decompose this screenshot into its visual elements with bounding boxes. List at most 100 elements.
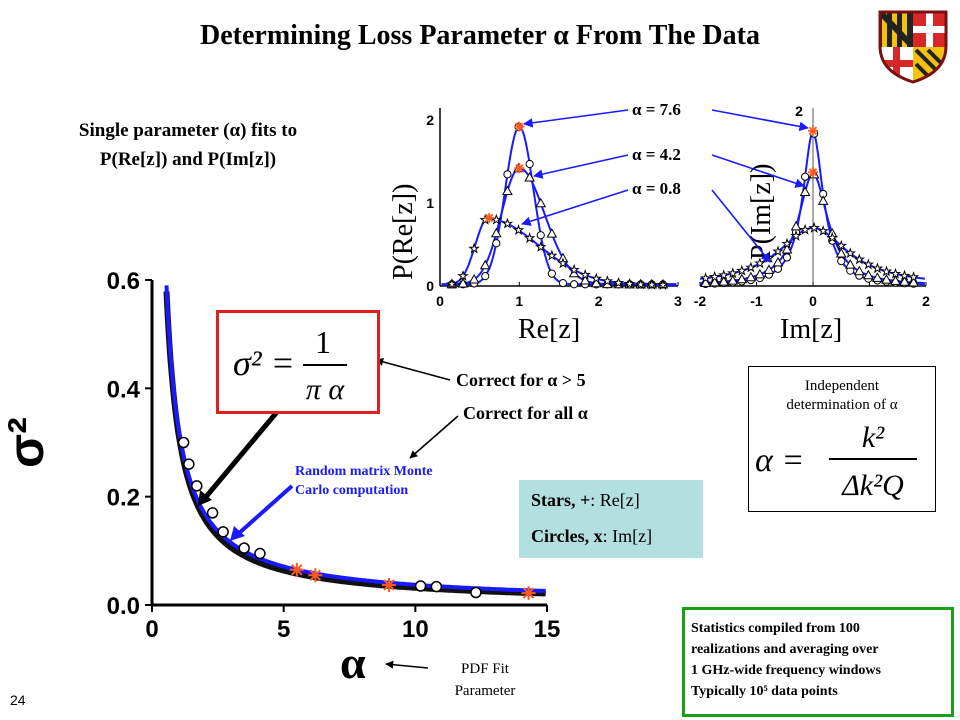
- pdf-triangle-marker: [718, 276, 730, 286]
- alpha-formula: α = k² Δk²Q: [755, 421, 917, 502]
- y-tick-label: 0.0: [107, 593, 140, 620]
- pdf-star-marker: [557, 257, 569, 269]
- pdf-star-marker: [708, 270, 721, 282]
- pdf-triangle-marker: [546, 228, 558, 238]
- stats-line-4: Typically 10⁵ data points: [691, 684, 838, 699]
- arrow-formula-to-curve: [203, 404, 284, 500]
- arrow-7-6-right: [711, 109, 809, 132]
- pdf-star-marker: [808, 221, 820, 233]
- page-title: Determining Loss Parameter α From The Da…: [200, 20, 760, 51]
- pdf-star-marker: [907, 271, 920, 283]
- formula-lhs: σ² =: [233, 343, 295, 383]
- pdf-triangle-marker: [468, 273, 480, 284]
- pdf-triangle-marker: [763, 264, 775, 274]
- subtitle: Single parameter (α) fits to P(Re[z]) an…: [18, 116, 358, 174]
- pdf-triangle-marker: [835, 247, 847, 258]
- pdf-star-marker: [745, 261, 757, 273]
- monte-carlo-curve: [164, 285, 546, 593]
- alpha-formula-numerator: k²: [862, 421, 885, 454]
- pdf-triangle-marker: [844, 259, 856, 269]
- pdf-star-marker: [457, 270, 469, 281]
- legend-circles-label: Circles, x: [531, 526, 603, 546]
- pdf-star-marker: [844, 247, 857, 259]
- pdf-triangle-marker: [736, 273, 748, 284]
- alpha-label-0-8: α = 0.8: [632, 179, 681, 198]
- pdf-triangle-marker: [781, 243, 793, 254]
- peak-marker: [808, 125, 818, 136]
- formula-numerator: 1: [315, 324, 331, 360]
- im-x-tick-label: 0: [809, 293, 817, 309]
- re-x-tick-label: 1: [515, 293, 523, 309]
- im-data-point: [177, 436, 190, 449]
- pdf-triangle-marker: [709, 276, 721, 287]
- legend-circles-value: : Im[z]: [602, 526, 653, 546]
- pdf-star-marker: [826, 231, 838, 243]
- pdf-circle-marker: [800, 172, 810, 181]
- y-tick-label: 0.6: [107, 268, 140, 295]
- re-x-tick-label: 2: [595, 293, 603, 309]
- legend-stars: Stars, +: Re[z]: [531, 490, 640, 511]
- pdf-star-marker: [799, 223, 811, 235]
- pdf-triangle-marker: [479, 259, 491, 270]
- pdf-circle-marker: [558, 278, 568, 288]
- arrow-7-6-left: [523, 109, 629, 128]
- x-tick-label: 10: [402, 616, 429, 643]
- re-x-label: Re[z]: [518, 314, 580, 345]
- pdf-star-marker: [727, 267, 739, 279]
- im-data-point: [183, 458, 195, 470]
- pdf-star-marker: [523, 232, 536, 244]
- arrow-4-2-left: [533, 154, 629, 179]
- pdf-triangle-marker: [535, 197, 547, 208]
- stats-line-1: Statistics compiled from 100: [691, 621, 860, 636]
- pdf-triangle-marker: [817, 195, 829, 205]
- pdf-triangle-marker: [490, 227, 502, 238]
- pdf-triangle-marker: [799, 186, 811, 196]
- pdf-triangle-marker: [502, 185, 513, 196]
- re-data-point: [289, 562, 304, 577]
- correct-all-label: Correct for all α: [463, 403, 588, 423]
- re-data-point: [382, 577, 396, 592]
- pdf-triangle-marker: [590, 277, 602, 288]
- arrow-pdf-fit: [385, 660, 429, 669]
- stats-line-3: 1 GHz-wide frequency windows: [691, 663, 881, 678]
- pdf-star-marker: [718, 269, 730, 281]
- arrow-monte-carlo: [236, 484, 294, 536]
- x-tick-label: 5: [277, 616, 290, 643]
- pdf-triangle-marker: [745, 271, 757, 282]
- pdf-star-marker: [898, 269, 911, 281]
- pdf-star-marker: [446, 278, 458, 290]
- peak-marker: [514, 121, 525, 132]
- pdf-star-marker: [889, 267, 902, 279]
- arrow-0-8-left: [521, 189, 629, 226]
- re-data-point: [521, 586, 536, 601]
- pdf-star-marker: [623, 277, 636, 289]
- re-x-tick-label: 3: [674, 293, 682, 309]
- independent-title-line-1: Independent: [804, 378, 880, 394]
- monte-carlo-line-1: Random matrix Monte: [295, 464, 433, 479]
- im-data-point: [217, 526, 229, 538]
- re-x-tick-label: 0: [436, 293, 444, 309]
- pdf-star-marker: [568, 263, 580, 275]
- legend-stars-label: Stars, +: [531, 490, 591, 510]
- pdf-star-marker: [880, 265, 893, 277]
- pdf-star-marker: [817, 225, 829, 236]
- alpha-label-7-6: α = 7.6: [632, 100, 681, 119]
- pdf-circle-marker: [547, 269, 556, 278]
- sigma-formula: σ² = 1 π α: [233, 324, 347, 406]
- pdf-star-marker: [699, 272, 712, 284]
- subtitle-line-1: Single parameter (α) fits to: [78, 120, 298, 141]
- monte-carlo-label: Random matrix Monte Carlo computation: [295, 462, 433, 500]
- pdf-star-marker: [546, 249, 558, 261]
- pdf-star-marker: [790, 229, 802, 241]
- legend-circles: Circles, x: Im[z]: [531, 526, 652, 547]
- pdf-star-marker: [736, 264, 748, 276]
- im-x-label: Im[z]: [780, 314, 842, 345]
- pdf-circle-marker: [492, 239, 501, 248]
- pdf-star-marker: [612, 276, 625, 288]
- shield-icon: [878, 10, 948, 84]
- im-data-point: [254, 547, 266, 560]
- pdf-triangle-marker: [700, 277, 712, 287]
- im-x-tick-label: -2: [694, 293, 707, 309]
- pdf-triangle-marker: [881, 274, 892, 284]
